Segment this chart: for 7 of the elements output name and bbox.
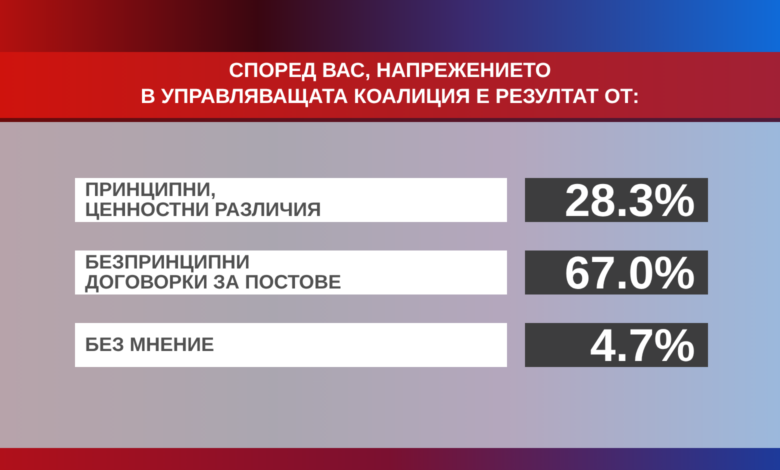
category-label: БЕЗ МНЕНИЕ xyxy=(85,334,214,356)
category-label: БЕЗПРИНЦИПНИ ДОГОВОРКИ ЗА ПОСТОВЕ xyxy=(85,252,342,294)
category-label: ПРИНЦИПНИ, ЦЕННОСТНИ РАЗЛИЧИЯ xyxy=(85,179,322,221)
data-label: 28.3% xyxy=(564,174,695,226)
data-label: 67.0% xyxy=(564,246,695,298)
data-label: 4.7% xyxy=(590,319,695,371)
text: СПОРЕД ВАС, НАПРЕЖЕНИЕТО В УПРАВЛЯВАЩАТА КОАЛИЦИЯ Е РЕЗУЛТАТ ОТ: xyxy=(140,59,640,108)
